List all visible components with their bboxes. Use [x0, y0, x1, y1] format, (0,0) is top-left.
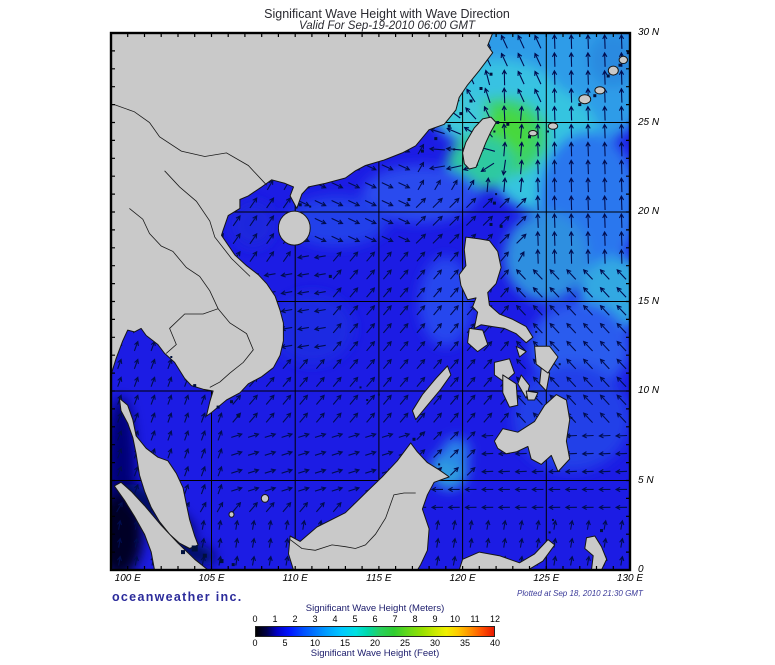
land-ryukyu-5: [607, 65, 619, 76]
land-malay-peninsula: [118, 397, 199, 549]
legend-meters-tick: 8: [412, 614, 418, 624]
land-sumatra: [113, 481, 209, 570]
land-masbate: [515, 345, 527, 358]
land-bohol: [525, 390, 539, 401]
lon-label-115: 115 E: [366, 573, 392, 584]
valid-time: Valid For Sep-19-2010 06:00 GMT: [299, 20, 475, 32]
legend-meters-tick: 6: [372, 614, 378, 624]
legend-meters-tick: 9: [432, 614, 438, 624]
legend-feet-title: Significant Wave Height (Feet): [310, 648, 440, 659]
land-mindoro: [467, 327, 489, 353]
legend-meters-tick: 1: [272, 614, 278, 624]
legend-feet-tick: 25: [399, 638, 411, 648]
legend-feet-tick: 40: [489, 638, 501, 648]
lat-label-30: 30 N: [638, 27, 660, 38]
lon-label-110: 110 E: [282, 573, 308, 584]
legend-feet-tick: 30: [429, 638, 441, 648]
land-ryukyu-4: [594, 86, 606, 95]
legend-feet-tick: 5: [282, 638, 288, 648]
land-natuna: [260, 494, 270, 503]
lat-label-20: 20 N: [638, 206, 660, 217]
land-borneo: [288, 442, 450, 570]
lon-label-100: 100 E: [114, 573, 141, 584]
lon-label-130: 130 E: [616, 573, 644, 584]
land-ryukyu-2: [547, 122, 559, 130]
land-hainan: [277, 210, 311, 246]
page-title: Significant Wave Height with Wave Direct…: [264, 7, 510, 21]
legend-feet-tick: 35: [459, 638, 471, 648]
legend-meters-tick: 0: [252, 614, 258, 624]
legend-meters-tick: 11: [470, 614, 480, 624]
land-palawan: [411, 365, 452, 421]
legend-meters-tick: 4: [332, 614, 338, 624]
lat-label-5: 5 N: [638, 474, 654, 486]
legend-meters-tick: 2: [292, 614, 298, 624]
lat-label-0: 0: [638, 564, 644, 575]
branding: oceanweather inc.: [112, 590, 243, 604]
land-ryukyu-3: [578, 94, 592, 105]
lat-label-25: 25 N: [638, 116, 660, 128]
legend-feet-tick: 0: [252, 638, 258, 648]
land-mindanao: [493, 394, 571, 473]
legend-meters-tick: 3: [312, 614, 318, 624]
land-ryukyu-1: [528, 130, 538, 137]
legend-meters-tick: 10: [449, 614, 461, 624]
land-asia-mainland: [111, 33, 494, 417]
legend-meters-tick: 5: [352, 614, 358, 624]
plot-timestamp: Plotted at Sep 18, 2010 21:30 GMT: [517, 589, 643, 598]
legend-feet-tick: 15: [339, 638, 351, 648]
legend-feet-tick: 10: [309, 638, 321, 648]
land-taiwan: [462, 116, 497, 170]
lat-label-10: 10 N: [638, 385, 660, 396]
lon-label-105: 105 E: [198, 573, 225, 584]
legend-meters-tick: 12: [489, 614, 501, 624]
lat-label-15: 15 N: [638, 295, 660, 307]
legend-meters-title: Significant Wave Height (Meters): [305, 603, 445, 614]
legend-colorbar: [255, 626, 495, 637]
land-negros: [502, 374, 519, 408]
lon-label-120: 120 E: [449, 573, 476, 584]
land-halmahera: [584, 535, 608, 570]
land-samar: [534, 345, 559, 374]
land-panay: [493, 358, 515, 383]
land-luzon: [458, 236, 534, 344]
legend-meters-tick: 7: [392, 614, 398, 624]
land-ryukyu-6: [618, 55, 628, 65]
legend-feet-tick: 20: [369, 638, 381, 648]
land-anambas: [228, 511, 235, 518]
land-sulawesi: [458, 539, 556, 570]
lon-label-125: 125 E: [533, 573, 560, 584]
